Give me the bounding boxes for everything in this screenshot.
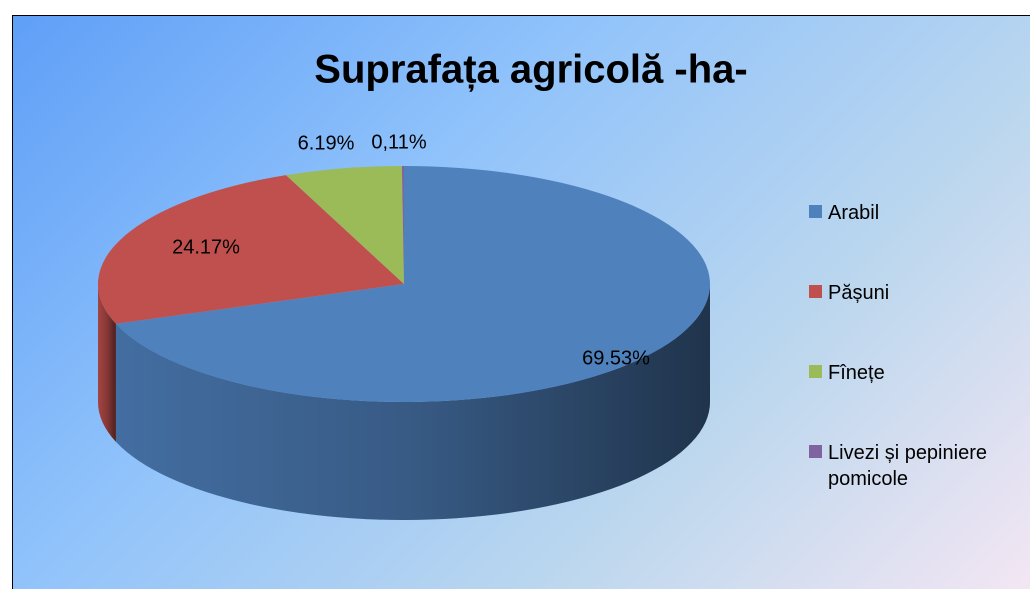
data-label: 6.19% xyxy=(298,132,355,154)
chart: Suprafața agricolă -ha- 69.53% 24.17% 6.19… xyxy=(98,48,748,520)
pie-slice xyxy=(401,166,404,284)
chart-title: Suprafața agricolă -ha- xyxy=(314,48,747,92)
pie-side-shade xyxy=(98,284,116,442)
legend-swatch xyxy=(809,205,822,218)
legend-label: Pășuni xyxy=(828,282,890,304)
legend-swatch xyxy=(809,285,822,298)
legend-swatch xyxy=(809,365,822,378)
pie-side-shade xyxy=(115,284,710,520)
chart-area: Suprafața agricolă -ha- 69.53% 24.17% 6.19… xyxy=(12,15,1030,589)
pie-slice xyxy=(98,175,405,324)
data-label: 24.17% xyxy=(172,236,240,258)
data-label: 69.53% xyxy=(582,347,650,369)
legend-label: Fînețe xyxy=(828,362,885,384)
pie-slice xyxy=(115,166,711,403)
pie-slice xyxy=(286,166,404,284)
legend-label: Arabil xyxy=(828,202,880,224)
legend-swatch xyxy=(809,445,822,458)
legend-item: Pășuni xyxy=(809,280,1014,306)
legend-item: Livezi și pepiniere pomicole xyxy=(809,440,1014,492)
legend-item: Arabil xyxy=(809,200,1014,226)
legend-label: Livezi și pepiniere pomicole xyxy=(828,442,987,490)
data-label: 0,11% xyxy=(371,131,426,153)
legend-item: Fînețe xyxy=(809,360,1014,386)
